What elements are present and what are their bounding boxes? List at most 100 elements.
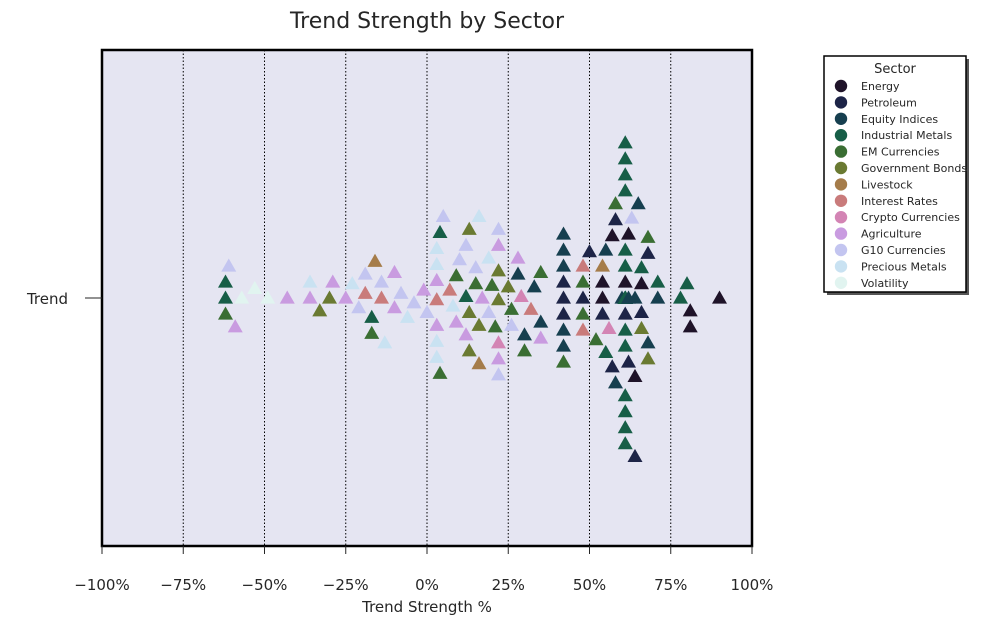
marker-industrial-metals	[617, 242, 633, 256]
marker-equity-indices	[556, 322, 571, 336]
marker-energy	[621, 226, 636, 240]
legend-swatch	[834, 129, 848, 142]
marker-g10-currencies	[458, 237, 474, 251]
legend-swatch	[834, 145, 848, 158]
marker-interest-rates	[523, 301, 539, 315]
data-markers	[218, 135, 727, 463]
legend-label: Crypto Currencies	[861, 211, 960, 224]
marker-g10-currencies	[481, 304, 497, 319]
marker-energy	[634, 276, 649, 290]
marker-livestock	[595, 258, 610, 272]
marker-agriculture	[429, 317, 445, 331]
marker-g10-currencies	[504, 317, 519, 331]
marker-g10-currencies	[435, 208, 451, 223]
marker-industrial-metals	[617, 183, 633, 197]
marker-energy	[617, 274, 633, 288]
marker-energy	[627, 368, 643, 383]
marker-agriculture	[279, 290, 295, 304]
marker-interest-rates	[429, 292, 445, 306]
marker-interest-rates	[374, 290, 389, 304]
marker-em-currencies	[575, 274, 591, 288]
marker-industrial-metals	[617, 388, 633, 402]
legend-swatch	[834, 112, 848, 126]
legend-box	[823, 55, 967, 293]
marker-agriculture	[325, 274, 341, 288]
legend-title: Sector	[874, 62, 916, 77]
marker-equity-indices	[526, 279, 542, 293]
legend-label: Energy	[861, 80, 900, 93]
marker-government-bonds	[322, 290, 337, 304]
x-tick-label: 25%	[492, 576, 525, 594]
marker-agriculture	[416, 282, 432, 296]
marker-petroleum	[608, 212, 623, 226]
marker-industrial-metals	[617, 151, 633, 165]
marker-em-currencies	[218, 306, 233, 320]
marker-petroleum	[634, 304, 649, 319]
chart-title: Trend Strength by Sector	[289, 9, 565, 34]
marker-g10-currencies	[468, 260, 484, 274]
marker-interest-rates	[357, 285, 373, 299]
x-axis-label: Trend Strength %	[361, 598, 492, 616]
y-tick-label: Trend	[26, 290, 68, 308]
marker-g10-currencies	[357, 266, 373, 280]
marker-industrial-metals	[218, 274, 233, 288]
legend-label: EM Currencies	[861, 146, 940, 159]
marker-agriculture	[387, 264, 402, 279]
marker-em-currencies	[448, 268, 464, 282]
marker-petroleum	[556, 290, 571, 304]
marker-em-currencies	[556, 354, 571, 368]
x-tick-label: 100%	[731, 576, 774, 594]
marker-agriculture	[338, 290, 354, 304]
marker-livestock	[471, 356, 487, 370]
marker-g10-currencies	[624, 210, 640, 224]
marker-em-currencies	[640, 229, 656, 243]
marker-agriculture	[458, 327, 474, 341]
marker-equity-indices	[556, 338, 571, 352]
marker-precious-metals	[429, 240, 445, 255]
marker-energy	[595, 290, 610, 304]
marker-precious-metals	[302, 274, 318, 288]
marker-government-bonds	[640, 351, 656, 365]
marker-petroleum	[575, 290, 591, 304]
marker-volatility	[247, 280, 263, 295]
marker-volatility	[260, 290, 276, 304]
marker-em-currencies	[575, 306, 591, 320]
legend-swatch	[834, 96, 848, 109]
marker-industrial-metals	[458, 288, 474, 303]
marker-energy	[595, 274, 610, 288]
x-tick-label: −25%	[323, 576, 369, 594]
legend-swatch	[834, 227, 848, 240]
marker-precious-metals	[471, 208, 487, 223]
marker-government-bonds	[312, 303, 328, 317]
marker-precious-metals	[377, 335, 393, 349]
marker-agriculture	[302, 290, 318, 304]
marker-g10-currencies	[419, 304, 435, 319]
marker-equity-indices	[630, 196, 646, 210]
marker-em-currencies	[504, 301, 519, 315]
marker-petroleum	[556, 274, 571, 288]
legend-swatch	[834, 161, 848, 175]
marker-precious-metals	[429, 349, 445, 363]
marker-equity-indices	[640, 335, 656, 349]
marker-em-currencies	[517, 343, 532, 357]
legend-label: Petroleum	[861, 96, 917, 109]
marker-petroleum	[640, 245, 656, 259]
marker-industrial-metals	[617, 322, 633, 336]
legend-swatch	[834, 260, 848, 273]
marker-equity-indices	[627, 290, 643, 304]
marker-precious-metals	[400, 309, 415, 323]
marker-industrial-metals	[617, 135, 633, 149]
legend-label: Volatility	[861, 277, 909, 290]
marker-equity-indices	[598, 242, 614, 256]
marker-industrial-metals	[679, 276, 695, 290]
marker-industrial-metals	[218, 290, 233, 304]
legend-label: Precious Metals	[861, 260, 947, 273]
legend-entries: Energy Petroleum Equity Indices Industrial …	[834, 79, 967, 290]
marker-em-currencies	[468, 276, 484, 290]
legend-label: Agriculture	[861, 228, 922, 241]
marker-industrial-metals	[598, 344, 614, 359]
marker-g10-currencies	[491, 221, 506, 235]
marker-em-currencies	[484, 277, 500, 291]
legend-label: Equity Indices	[861, 113, 938, 126]
marker-industrial-metals	[364, 309, 380, 323]
